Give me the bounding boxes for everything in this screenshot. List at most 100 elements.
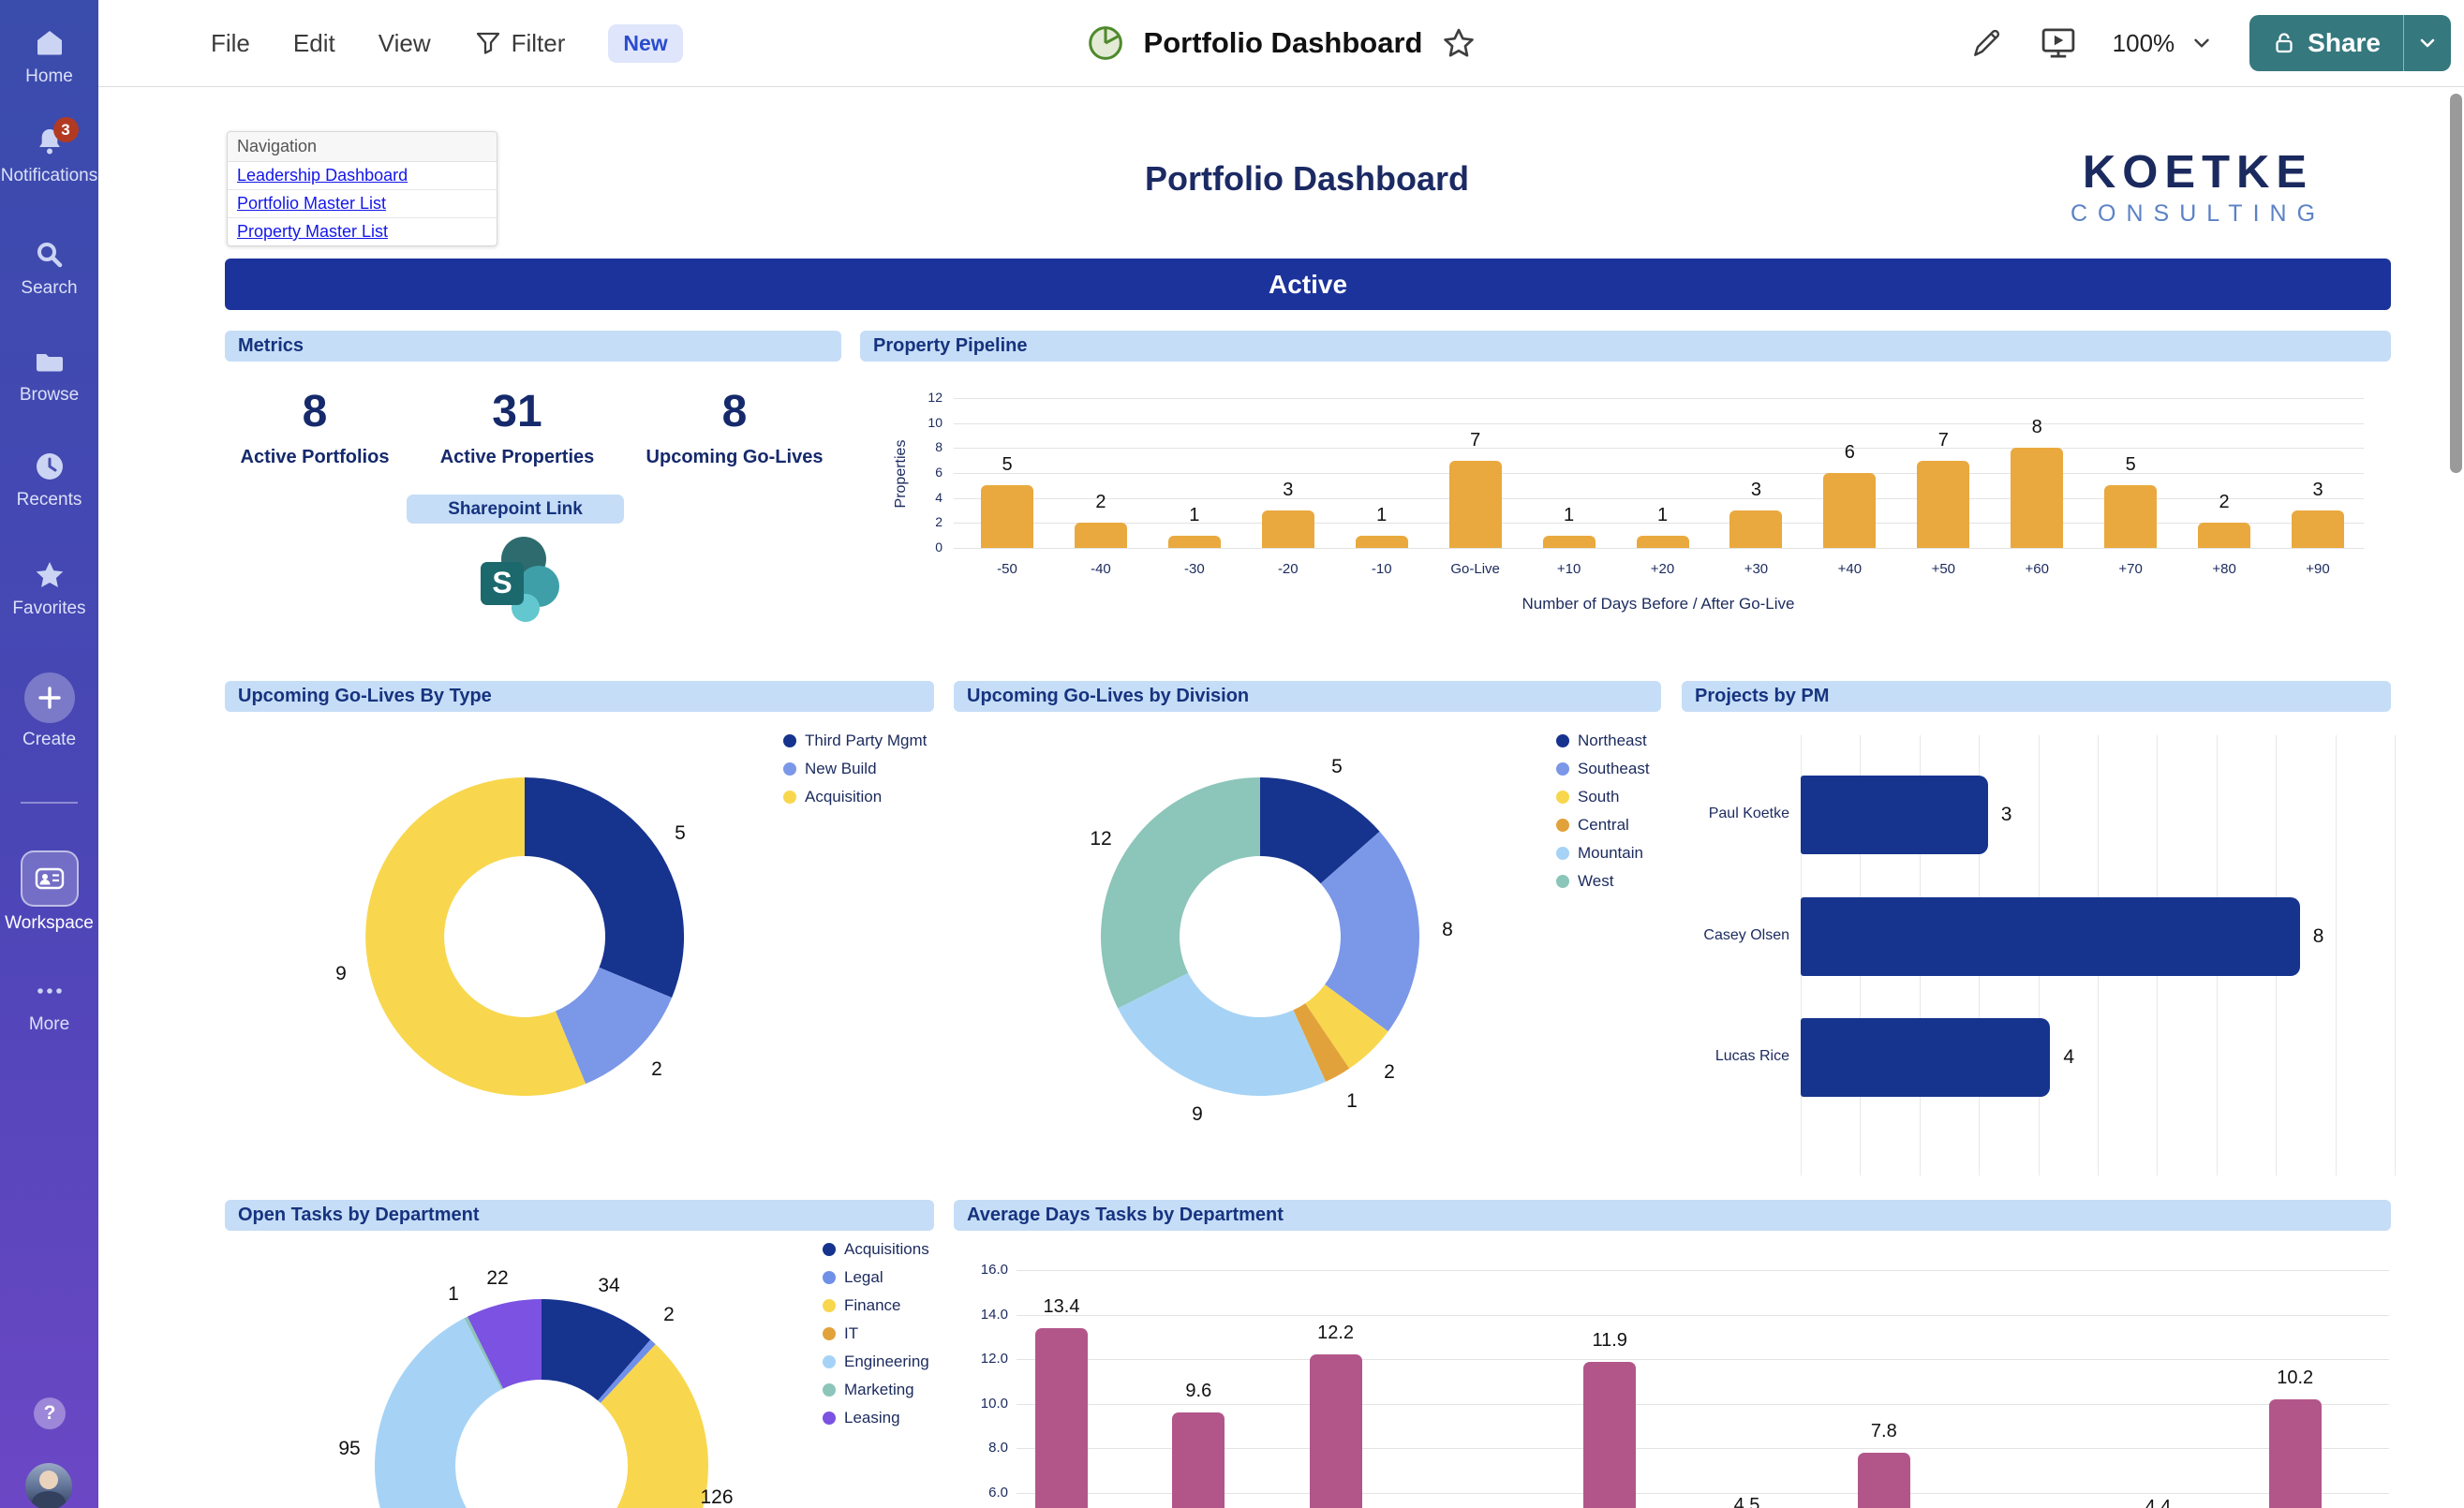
link-leadership-dashboard[interactable]: Leadership Dashboard: [228, 162, 497, 190]
present-mode-icon[interactable]: [2040, 24, 2077, 62]
donut-slice-west[interactable]: [1101, 777, 1260, 1009]
favorite-star-icon[interactable]: [1441, 25, 1477, 61]
legend-dot-icon: [823, 1383, 836, 1397]
donut-slice-acquisition[interactable]: [365, 777, 586, 1096]
gridline: [954, 523, 2364, 525]
legend-label: South: [1578, 788, 1620, 806]
legend-dot-icon: [783, 791, 796, 804]
pipeline-bar[interactable]: [1636, 535, 1689, 548]
pm-bar[interactable]: [1801, 1018, 2051, 1097]
link-property-master-list[interactable]: Property Master List: [237, 222, 389, 241]
chevron-down-icon: [2194, 38, 2209, 48]
donut-slice-northeast[interactable]: [1260, 777, 1380, 884]
avg-bar[interactable]: [1309, 1354, 1362, 1508]
pipeline-bar[interactable]: [2292, 510, 2345, 548]
legend-item-leasing: Leasing: [823, 1409, 929, 1427]
donut-slice-finance[interactable]: [500, 1344, 708, 1508]
sidebar-item-notifications[interactable]: 3 Notifications: [0, 117, 98, 186]
donut-slice-marketing[interactable]: [464, 1316, 504, 1390]
notification-badge: 3: [52, 117, 79, 142]
navigation-panel: Navigation Leadership Dashboard Portfoli…: [227, 131, 497, 246]
kpi-label: Active Portfolios: [240, 447, 390, 467]
donut-slice-mountain[interactable]: [1118, 972, 1326, 1096]
sidebar-item-search[interactable]: Search: [0, 238, 98, 299]
sidebar-item-favorites[interactable]: Favorites: [0, 558, 98, 619]
sidebar-item-browse[interactable]: Browse: [0, 345, 98, 406]
pm-bar[interactable]: [1801, 897, 2300, 976]
pm-bar[interactable]: [1801, 776, 1988, 854]
pipeline-bar[interactable]: [1355, 535, 1408, 548]
sharepoint-link[interactable]: S: [473, 534, 563, 624]
sidebar-item-more[interactable]: More: [0, 974, 98, 1035]
zoom-control[interactable]: 100%: [2113, 29, 2215, 58]
share-button[interactable]: Share: [2249, 15, 2403, 71]
donut-slice-engineering[interactable]: [375, 1318, 502, 1508]
donut-slice-central[interactable]: [1293, 1003, 1350, 1082]
bar-value-label: 3: [2312, 480, 2323, 500]
x-category-label: +90: [2306, 561, 2330, 577]
legend-label: IT: [844, 1324, 859, 1342]
avg-bar[interactable]: [1035, 1327, 1088, 1508]
edit-pencil-icon[interactable]: [1970, 26, 2004, 60]
share-dropdown-button[interactable]: [2403, 15, 2451, 71]
legend-label: Finance: [844, 1296, 901, 1314]
vertical-scrollbar[interactable]: [2450, 94, 2462, 473]
legend-label: Engineering: [844, 1353, 929, 1370]
legend-item-mountain: Mountain: [1556, 844, 1650, 862]
menu-file[interactable]: File: [211, 28, 250, 57]
avg-bar[interactable]: [1583, 1361, 1637, 1508]
menu-edit[interactable]: Edit: [292, 28, 335, 57]
bar-value-label: 3: [2000, 804, 2012, 825]
help-button[interactable]: ?: [34, 1397, 66, 1429]
user-avatar[interactable]: [25, 1463, 72, 1508]
pipeline-bar[interactable]: [2198, 523, 2251, 548]
svg-text:S: S: [492, 566, 512, 599]
legend-label: Acquisitions: [844, 1240, 929, 1258]
pipeline-bar[interactable]: [1074, 523, 1127, 548]
slice-value-label: 5: [1331, 756, 1343, 777]
avg-bar[interactable]: [2268, 1399, 2322, 1508]
sidebar-item-create[interactable]: Create: [0, 673, 98, 750]
pipeline-bar[interactable]: [2104, 485, 2158, 548]
donut-slice-leasing[interactable]: [467, 1299, 542, 1389]
pipeline-bar[interactable]: [981, 485, 1033, 548]
pipeline-bar[interactable]: [1729, 510, 1783, 548]
avg-bar[interactable]: [1172, 1412, 1225, 1508]
y-tick-label: 10: [928, 414, 943, 430]
y-tick-label: 8.0: [988, 1440, 1008, 1456]
workspace-icon: [20, 850, 79, 907]
pipeline-bar[interactable]: [1448, 460, 1502, 548]
donut-slice-acquisitions[interactable]: [542, 1299, 651, 1401]
pipeline-bar[interactable]: [2011, 448, 2064, 548]
x-category-label: -30: [1184, 561, 1205, 577]
star-icon: [33, 558, 67, 592]
pipeline-bar[interactable]: [1823, 473, 1877, 548]
donut-slice-legal[interactable]: [598, 1339, 656, 1403]
legend-dot-icon: [1556, 791, 1569, 804]
menu-bar: File Edit View Filter New: [211, 0, 683, 86]
bar-value-label: 1: [1376, 504, 1388, 525]
sidebar-label: Favorites: [12, 599, 86, 618]
donut-slice-south[interactable]: [1305, 984, 1388, 1069]
pipeline-bar[interactable]: [1167, 535, 1221, 548]
pipeline-bar[interactable]: [1261, 510, 1314, 548]
donut-slice-new-build[interactable]: [555, 967, 673, 1085]
sidebar-item-workspace[interactable]: Workspace: [0, 850, 98, 934]
gridline: [954, 473, 2364, 474]
x-category-label: +80: [2212, 561, 2236, 577]
donut-svg: 5 8 2 1 9 12: [1090, 756, 1453, 1125]
filter-menu[interactable]: Filter: [474, 29, 565, 58]
pipeline-bar[interactable]: [1917, 460, 1970, 548]
sidebar-item-recents[interactable]: Recents: [0, 450, 98, 510]
pipeline-bar[interactable]: [1542, 535, 1596, 548]
donut-slice-southeast[interactable]: [1320, 831, 1420, 1032]
property-pipeline-header: Property Pipeline: [860, 331, 2391, 362]
link-portfolio-master-list[interactable]: Portfolio Master List: [228, 190, 497, 218]
y-tick-label: 14.0: [980, 1306, 1008, 1323]
avg-bar[interactable]: [1857, 1453, 1910, 1508]
menu-view[interactable]: View: [378, 28, 431, 57]
sidebar-item-home[interactable]: Home: [0, 26, 98, 87]
x-category-label: -20: [1277, 561, 1299, 577]
x-category-label: Go-Live: [1450, 561, 1500, 577]
donut-slice-third-party-mgmt[interactable]: [525, 777, 685, 998]
